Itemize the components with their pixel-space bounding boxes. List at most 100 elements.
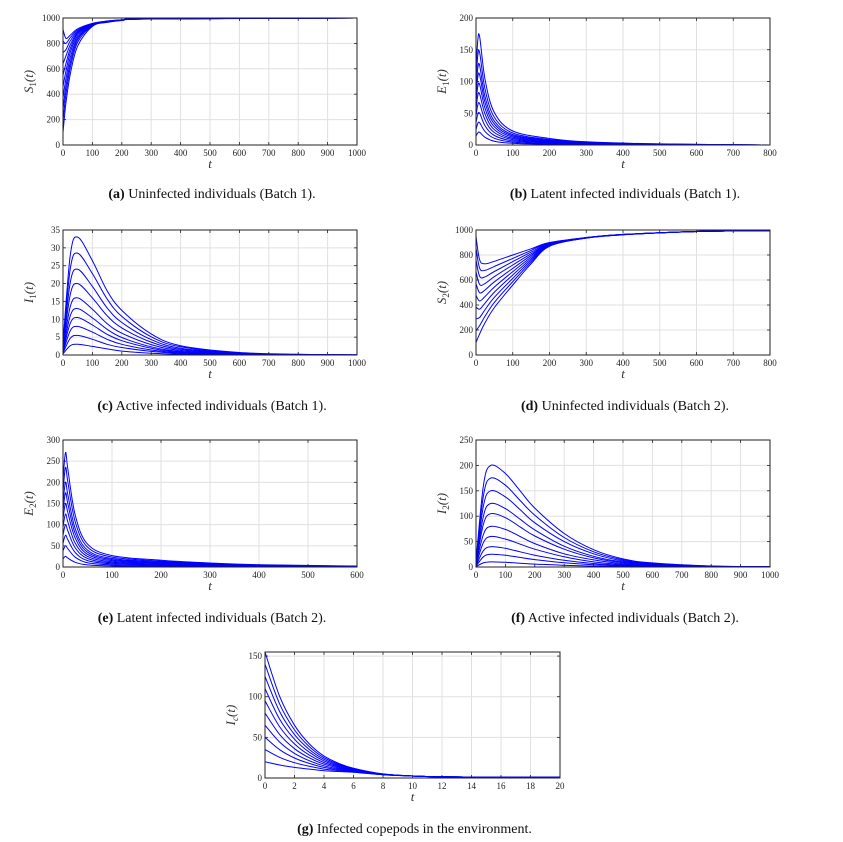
x-tick-label: 200 (154, 570, 168, 580)
y-tick-label: 200 (460, 460, 474, 470)
x-tick-label: 8 (381, 781, 386, 791)
y-tick-label: 100 (460, 77, 474, 87)
x-tick-label: 400 (587, 570, 601, 580)
caption-text: Infected copepods in the environment. (313, 822, 531, 837)
x-tick-label: 1000 (348, 358, 367, 368)
y-axis-label: I1(t) (21, 282, 38, 304)
y-tick-label: 200 (47, 115, 61, 125)
caption-text: Uninfected individuals (Batch 1). (125, 187, 316, 202)
y-axis-label: S1(t) (21, 70, 38, 93)
x-tick-label: 800 (763, 148, 777, 158)
series-line-10 (63, 451, 357, 567)
y-tick-label: 1000 (42, 13, 61, 23)
x-tick-label: 400 (174, 358, 188, 368)
y-tick-label: 5 (56, 332, 61, 342)
y-tick-label: 25 (51, 261, 61, 271)
y-tick-label: 150 (249, 651, 263, 661)
x-tick-label: 18 (526, 781, 536, 791)
y-tick-label: 1000 (455, 225, 474, 235)
x-axis-label: t (621, 366, 625, 381)
x-tick-label: 900 (734, 570, 748, 580)
caption: (f) Active infected individuals (Batch 2… (511, 611, 739, 626)
y-tick-label: 250 (47, 456, 61, 466)
y-axis-label: I2(t) (434, 493, 451, 515)
x-tick-label: 300 (580, 148, 594, 158)
x-tick-label: 0 (474, 570, 479, 580)
x-tick-label: 300 (144, 358, 158, 368)
x-tick-label: 4 (322, 781, 327, 791)
x-tick-label: 700 (727, 358, 741, 368)
caption-label: (b) (510, 187, 527, 202)
x-tick-label: 500 (203, 148, 217, 158)
y-axis-label-argument: (t) (21, 70, 36, 82)
y-tick-label: 150 (460, 45, 474, 55)
y-axis-label-symbol: S (434, 297, 449, 304)
x-axis-label: t (208, 156, 212, 171)
y-axis-label-argument: (t) (21, 282, 36, 294)
x-axis-label: t (411, 789, 415, 804)
axes-frame (475, 17, 771, 146)
chart-f: 0 100 200 300 400 500 600 700 800 900 1000 0 50 100 15… (434, 435, 780, 626)
y-tick-label: 0 (469, 350, 474, 360)
y-axis-label: S2(t) (434, 281, 451, 304)
caption-label: (a) (108, 187, 125, 202)
x-tick-label: 0 (61, 148, 66, 158)
y-axis-label-symbol: S (21, 86, 36, 93)
x-tick-label: 14 (467, 781, 477, 791)
caption-text: Active infected individuals (Batch 1). (113, 399, 327, 414)
x-tick-label: 600 (690, 148, 704, 158)
x-axis-label: t (208, 578, 212, 593)
y-tick-label: 800 (460, 250, 474, 260)
chart-e: 0 100 200 300 400 500 600050100150200250300tE2… (21, 435, 364, 626)
y-tick-label: 0 (469, 562, 474, 572)
x-tick-label: 500 (616, 570, 630, 580)
x-tick-label: 900 (321, 358, 335, 368)
caption: (e) Latent infected individuals (Batch 2… (98, 611, 327, 626)
y-tick-label: 50 (253, 732, 263, 742)
axes-frame (264, 651, 561, 779)
x-tick-label: 500 (653, 358, 667, 368)
axes-frame (62, 229, 358, 356)
x-tick-label: 400 (174, 148, 188, 158)
y-tick-label: 20 (51, 279, 61, 289)
y-axis-label-symbol: E (434, 86, 449, 95)
series-line-10 (476, 464, 770, 567)
x-tick-label: 0 (474, 148, 479, 158)
y-tick-label: 15 (51, 296, 61, 306)
y-tick-label: 10 (51, 314, 61, 324)
x-tick-label: 16 (497, 781, 507, 791)
x-tick-label: 600 (350, 570, 364, 580)
x-axis-label: t (208, 366, 212, 381)
axes-frame (475, 439, 771, 568)
y-tick-label: 150 (460, 486, 474, 496)
chart-c: 0 100 200 300 400 500 600 700 800 900 1000 0 5 10 15 20… (21, 225, 367, 414)
x-tick-label: 700 (675, 570, 689, 580)
x-tick-label: 200 (115, 148, 129, 158)
x-tick-label: 100 (86, 358, 100, 368)
y-axis-label-subscript: 1 (28, 294, 38, 299)
series-line-10 (63, 17, 357, 40)
y-tick-label: 100 (249, 692, 263, 702)
x-tick-label: 600 (233, 358, 247, 368)
y-axis-label-subscript: 2 (28, 503, 38, 508)
x-tick-label: 600 (233, 148, 247, 158)
chart-b: 0 100 200 300 400 500 600 700 800 0 50 100 150 200 t E1… (434, 13, 777, 202)
caption-label: (f) (511, 611, 525, 626)
x-tick-label: 300 (580, 358, 594, 368)
caption: (b) Latent infected individuals (Batch 1… (510, 187, 740, 202)
caption: (g) Infected copepods in the environment… (297, 822, 532, 837)
y-tick-label: 600 (47, 64, 61, 74)
y-axis-label-argument: (t) (21, 491, 36, 503)
x-tick-label: 200 (115, 358, 129, 368)
caption-label: (d) (521, 399, 538, 414)
y-tick-label: 50 (464, 108, 474, 118)
x-tick-label: 400 (252, 570, 266, 580)
y-axis-label-subscript: 1 (28, 82, 38, 87)
x-tick-label: 600 (690, 358, 704, 368)
x-tick-label: 100 (86, 148, 100, 158)
chart-d: 0 100 200 300 400 500 600 700 800 0 200 400 600 800 10… (434, 225, 777, 414)
y-tick-label: 0 (56, 562, 61, 572)
series-line-10 (63, 236, 357, 355)
x-tick-label: 0 (61, 570, 66, 580)
